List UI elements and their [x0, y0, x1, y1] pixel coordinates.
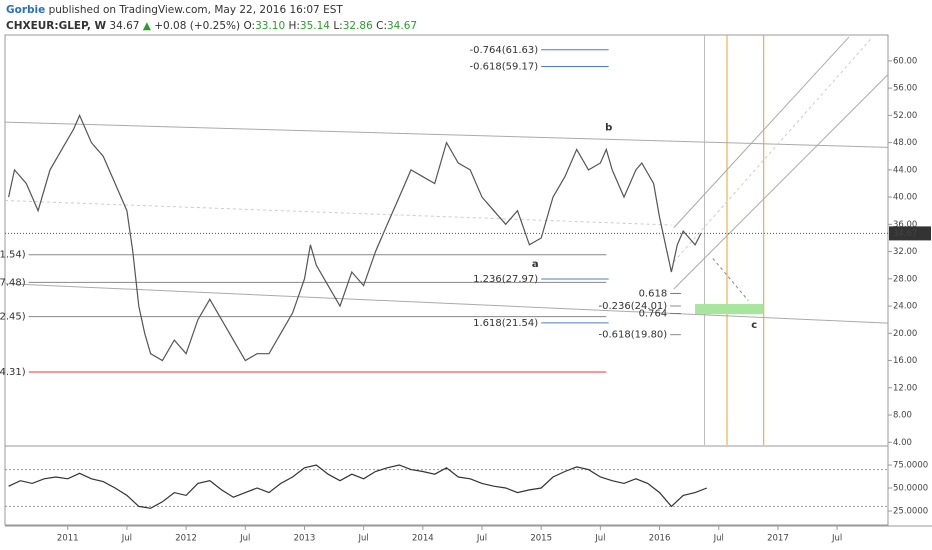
y-tick-label: 40.00 [893, 193, 917, 203]
trendline [4, 199, 672, 226]
wave-label: b [605, 123, 612, 134]
trendline [4, 121, 889, 148]
fib-label: 1.236(27.97) [473, 274, 538, 285]
x-tick-label: 2013 [294, 534, 316, 544]
published: published on TradingView.com, May 22, 20… [49, 4, 344, 16]
fib-label: -0.618(59.17) [470, 62, 539, 73]
fib-label: -0.618(19.80) [599, 330, 668, 341]
x-tick-label: Jul [476, 534, 487, 544]
y-tick-label: 12.00 [893, 383, 917, 393]
o-value: 33.10 [255, 20, 285, 32]
fib-label: 0.618(27.48) [0, 277, 26, 288]
y-tick-label: 8.00 [893, 411, 912, 421]
h-value: 35.14 [300, 20, 330, 32]
y-tick-label: 25.0000 [893, 507, 928, 517]
y-tick-label: 32.00 [893, 247, 917, 257]
y-tick-label: 60.00 [893, 56, 917, 66]
x-tick-label: Jul [239, 534, 250, 544]
wave-label: c [751, 320, 757, 331]
wave-label: a [532, 259, 539, 270]
x-tick-label: Jul [121, 534, 132, 544]
last-price-box [889, 226, 931, 241]
h-label: H: [288, 20, 299, 32]
trendline [673, 36, 873, 263]
x-tick-label: Jul [594, 534, 605, 544]
y-tick-label: 36.00 [893, 220, 917, 230]
trendline [673, 74, 889, 290]
y-tick-label: 44.00 [893, 165, 917, 175]
author[interactable]: Gorbie [6, 4, 45, 16]
up-arrow: ▲ [143, 20, 152, 32]
fib-label: -0.236(24.01) [599, 301, 668, 312]
x-tick-label: Jul [358, 534, 369, 544]
l-label: L: [333, 20, 342, 32]
y-tick-label: 28.00 [893, 274, 917, 284]
header-line: Gorbie published on TradingView.com, May… [6, 4, 343, 16]
c-value: 34.67 [387, 20, 417, 32]
y-tick-label: 56.00 [893, 84, 917, 94]
fib-label: 1(14.31) [0, 367, 26, 378]
fib-label: 0.618 [639, 288, 668, 299]
l-value: 32.86 [343, 20, 373, 32]
trendline [4, 283, 889, 324]
trendline [673, 36, 850, 229]
series-line [8, 464, 708, 509]
x-tick-label: 2014 [412, 534, 434, 544]
symbol-line: CHXEUR:GLEP, W 34.67 ▲ +0.08 (+0.25%) O:… [6, 20, 417, 32]
o-label: O: [243, 20, 255, 32]
x-tick-label: Jul [713, 534, 724, 544]
x-tick-label: Jul [831, 534, 842, 544]
fib-label: 1.618(21.54) [473, 318, 538, 329]
x-tick-label: 2011 [57, 534, 79, 544]
trendline [712, 258, 749, 301]
y-tick-label: 20.00 [893, 329, 917, 339]
plot-frame [4, 34, 889, 526]
x-tick-label: 2017 [767, 534, 789, 544]
symbol: CHXEUR:GLEP, W [6, 20, 106, 32]
x-tick-label: 2016 [649, 534, 671, 544]
fib-label: 0.764(22.45) [0, 312, 26, 323]
y-tick-label: 24.00 [893, 302, 917, 312]
fib-label: -0.764(61.63) [470, 45, 539, 56]
change: +0.08 (+0.25%) [154, 20, 240, 32]
c-label: C: [376, 20, 387, 32]
x-tick-label: 2015 [530, 534, 552, 544]
last: 34.67 [109, 20, 139, 32]
y-tick-label: 52.00 [893, 111, 917, 121]
x-tick-label: 2012 [175, 534, 197, 544]
y-tick-label: 50.0000 [893, 484, 928, 494]
fib-label: 0.764 [639, 309, 668, 320]
y-tick-label: 4.00 [893, 438, 912, 448]
last-price-label: 34.67 [893, 229, 917, 239]
y-tick-label: 75.0000 [893, 461, 928, 471]
target-zone [695, 304, 764, 315]
y-tick-label: 16.00 [893, 356, 917, 366]
y-tick-label: 48.00 [893, 138, 917, 148]
fib-label: 0.5(31.54) [0, 250, 26, 261]
series-line [8, 113, 702, 362]
